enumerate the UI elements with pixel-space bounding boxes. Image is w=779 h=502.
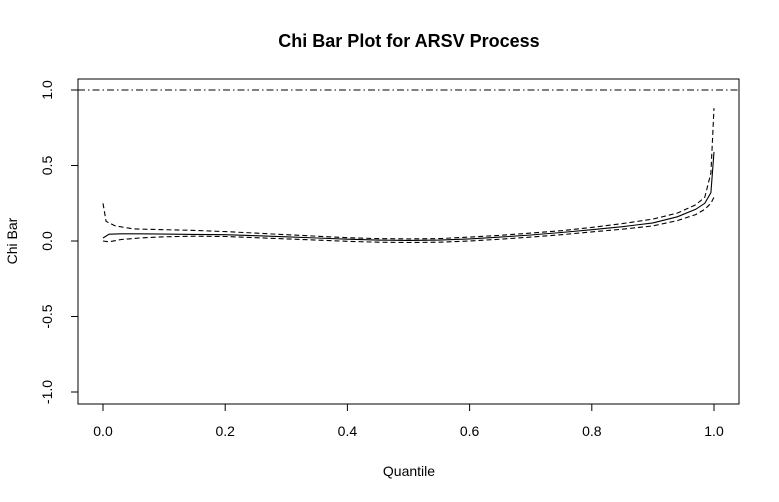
- y-tick-label: -1.0: [39, 380, 55, 404]
- x-axis: 0.0 0.2 0.4 0.6 0.8 1.0: [93, 404, 724, 439]
- chart-title: Chi Bar Plot for ARSV Process: [278, 31, 539, 51]
- x-tick-label: 0.2: [215, 423, 235, 439]
- confidence-bound-line: [102, 196, 715, 244]
- y-axis-label: Chi Bar: [4, 217, 20, 264]
- chi-bar-estimate-line: [102, 151, 715, 241]
- y-tick-label: 1.0: [39, 80, 55, 100]
- x-tick-label: 0.6: [460, 423, 480, 439]
- y-axis: -1.0 -0.5 0.0 0.5 1.0: [39, 80, 78, 404]
- confidence-bound-line: [102, 108, 715, 240]
- x-tick-label: 0.0: [93, 423, 113, 439]
- x-tick-label: 1.0: [704, 423, 724, 439]
- plot-frame: [77, 78, 740, 405]
- x-axis-label: Quantile: [383, 463, 435, 479]
- y-tick-label: 0.0: [39, 231, 55, 251]
- series-group: [102, 108, 715, 244]
- y-tick-label: 0.5: [39, 156, 55, 176]
- x-tick-label: 0.8: [582, 423, 602, 439]
- x-tick-label: 0.4: [338, 423, 358, 439]
- y-tick-label: -0.5: [39, 304, 55, 328]
